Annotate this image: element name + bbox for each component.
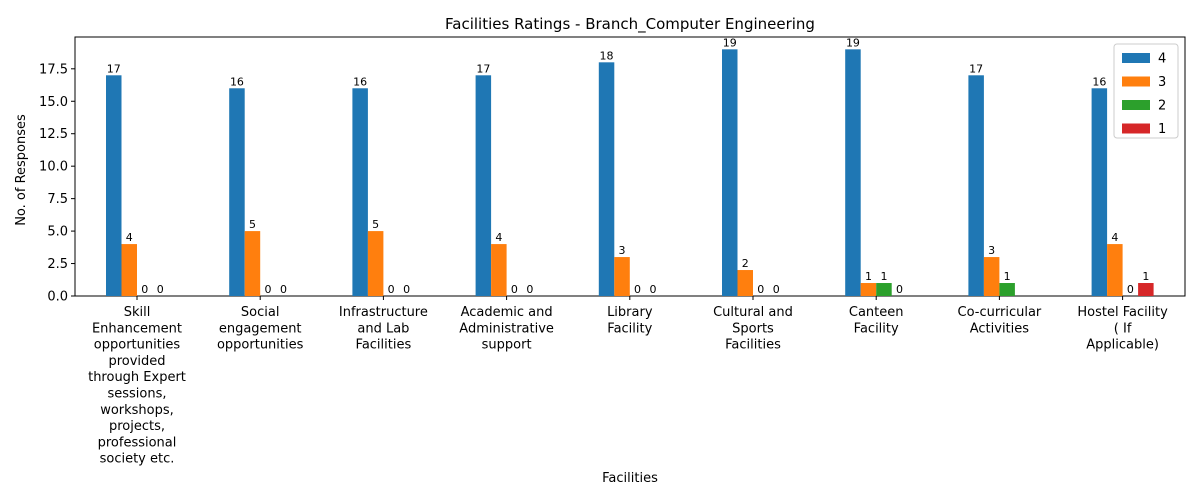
legend-label-4: 4: [1158, 52, 1166, 67]
bar-4-0: [106, 75, 122, 296]
bar-label-1-4: 0: [650, 283, 657, 296]
bar-3-6: [860, 283, 877, 296]
x-tick-label-2: Infrastructure and Lab Facilities: [339, 305, 428, 353]
y-tick-label: 10.0: [39, 160, 68, 175]
legend-label-3: 3: [1158, 75, 1166, 90]
bar-label-2-7: 1: [1004, 270, 1011, 283]
legend-label-2: 2: [1158, 99, 1166, 114]
legend: 4 3 2 1: [1113, 43, 1179, 139]
bar-4-7: [968, 75, 984, 296]
bar-label-2-8: 0: [1127, 283, 1134, 296]
bar-label-4-4: 18: [600, 49, 614, 62]
legend-swatch-3: [1122, 76, 1150, 87]
x-tick-label-8: Hostel Facility( If Applicable): [1077, 305, 1168, 353]
bar-label-2-3: 0: [511, 283, 518, 296]
bar-label-1-6: 0: [896, 283, 903, 296]
bar-label-4-0: 17: [107, 62, 121, 75]
bar-label-4-7: 17: [969, 62, 983, 75]
x-tick-label-4: Library Facility: [607, 305, 653, 336]
legend-box: [1113, 43, 1179, 139]
bar-3-2: [367, 231, 384, 296]
bar-label-1-3: 0: [526, 283, 533, 296]
x-axis-label: Facilities: [602, 471, 658, 486]
bar-label-3-8: 4: [1111, 231, 1118, 244]
bar-label-1-5: 0: [773, 283, 780, 296]
bar-label-3-6: 1: [865, 270, 872, 283]
y-tick-label: 5.0: [47, 225, 68, 240]
bar-label-2-6: 1: [880, 270, 887, 283]
bar-label-1-2: 0: [403, 283, 410, 296]
legend-swatch-1: [1122, 123, 1150, 134]
bar-label-4-5: 19: [723, 36, 737, 49]
bar-label-2-5: 0: [757, 283, 764, 296]
bar-3-0: [121, 244, 137, 296]
y-tick-label: 15.0: [39, 95, 68, 110]
bar-label-3-3: 4: [495, 231, 502, 244]
bar-label-4-8: 16: [1092, 75, 1106, 88]
bar-4-1: [229, 88, 245, 296]
bar-label-1-8: 1: [1142, 270, 1149, 283]
bar-1-8: [1138, 283, 1154, 296]
bar-label-3-1: 5: [249, 218, 256, 231]
bar-4-6: [845, 49, 861, 297]
bar-3-3: [491, 244, 507, 296]
bar-label-1-0: 0: [157, 283, 164, 296]
y-axis: 0.0 2.5 5.0 7.5 10.0 12.5 15.0 17.5: [39, 62, 75, 305]
bars-group: [106, 49, 1154, 297]
x-tick-label-3: Academic and Administrative support: [459, 305, 554, 353]
bar-label-3-7: 3: [988, 244, 995, 257]
y-tick-label: 17.5: [39, 62, 68, 77]
y-tick-label: 2.5: [47, 257, 68, 272]
legend-label-1: 1: [1158, 122, 1166, 137]
x-tick-label-5: Cultural and Sports Facilities: [713, 305, 793, 353]
x-tick-label-0: Skill Enhancement opportunities provided thr…: [88, 305, 186, 467]
bar-4-8: [1091, 88, 1108, 296]
legend-swatch-2: [1122, 100, 1150, 110]
bar-label-3-5: 2: [742, 257, 749, 270]
bar-label-4-2: 16: [353, 75, 367, 88]
y-tick-label: 7.5: [47, 192, 68, 207]
bar-3-8: [1107, 244, 1123, 296]
bar-label-4-6: 19: [846, 36, 860, 49]
bar-3-4: [614, 257, 630, 296]
y-tick-label: 0.0: [47, 290, 68, 305]
bar-label-2-2: 0: [388, 283, 395, 296]
bar-label-3-2: 5: [372, 218, 379, 231]
bar-4-5: [722, 49, 738, 297]
x-tick-label-6: Canteen Facility: [849, 305, 904, 336]
bar-label-4-3: 17: [476, 62, 490, 75]
bar-3-1: [244, 231, 261, 296]
legend-swatch-4: [1122, 53, 1150, 63]
bar-4-3: [475, 75, 492, 296]
bar-4-2: [352, 88, 368, 296]
bar-3-5: [737, 270, 753, 296]
bar-label-4-1: 16: [230, 75, 244, 88]
bar-3-7: [983, 257, 1000, 296]
bar-label-3-0: 4: [126, 231, 133, 244]
chart-title: Facilities Ratings - Branch_Computer Eng…: [445, 15, 815, 34]
x-axis: Skill Enhancement opportunities provided thr…: [88, 296, 1168, 467]
x-tick-label-7: Co-curricular Activities: [958, 305, 1042, 336]
bar-label-2-1: 0: [264, 283, 271, 296]
bar-label-2-0: 0: [141, 283, 148, 296]
x-tick-label-1: Social engagement opportunities: [217, 305, 304, 353]
bar-2-6: [876, 283, 892, 296]
y-tick-label: 12.5: [39, 127, 68, 142]
bar-label-1-1: 0: [280, 283, 287, 296]
bar-label-2-4: 0: [634, 283, 641, 296]
y-axis-label: No. of Responses: [14, 114, 29, 226]
bar-label-3-4: 3: [619, 244, 626, 257]
bar-4-4: [598, 62, 615, 296]
bar-2-7: [999, 283, 1015, 296]
